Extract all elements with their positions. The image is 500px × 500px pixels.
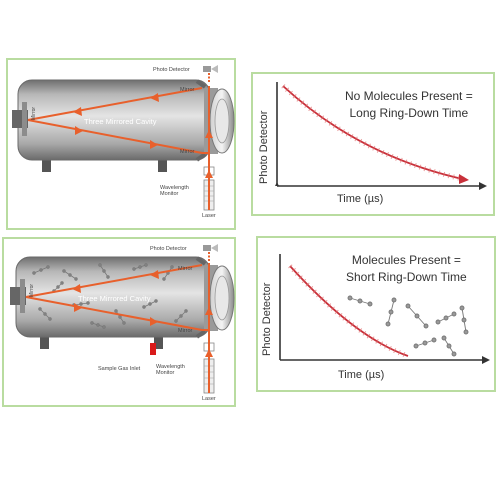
cavity-leg-left <box>42 154 51 172</box>
bottom-graph-title-line2: Short Ring-Down Time <box>346 270 467 285</box>
top-mirror-left-label: Mirror <box>31 106 37 120</box>
bottom-photo-detector-label: Photo Detector <box>150 246 187 252</box>
photo-detector <box>203 66 211 72</box>
laser-beam-path <box>25 251 210 393</box>
cavity-leg-left <box>40 331 49 349</box>
bottom-mirror-top-label: Mirror <box>178 266 193 272</box>
bottom-right-mirror <box>195 329 207 339</box>
cavity-leg-right <box>154 331 163 349</box>
left-mirror <box>20 279 25 313</box>
top-graph-title-line1: No Molecules Present = <box>345 89 473 103</box>
beam-arrowheads <box>73 93 213 178</box>
top-mirror-bottom-label: Mirror <box>180 149 195 155</box>
bottom-graph-xlabel: Time (µs) <box>338 369 385 381</box>
photo-detector <box>203 245 211 251</box>
top-cavity-drawing <box>12 65 235 211</box>
top-mirror-top-label: Mirror <box>180 87 195 93</box>
top-graph-title-line2: Long Ring-Down Time <box>349 106 469 121</box>
top-graph-xlabel: Time (µs) <box>337 193 384 205</box>
bottom-right-mirror <box>195 152 207 162</box>
top-ringdown-plot <box>275 82 487 190</box>
bottom-ringdown-plot <box>279 254 490 364</box>
top-graph-ylabel: Photo Detector <box>258 110 270 184</box>
top-graph-title: No Molecules Present = Long Ring-Down Ti… <box>345 88 473 123</box>
x-axis-arrow <box>479 182 487 190</box>
bottom-mirror-bottom-label: Mirror <box>178 328 193 334</box>
top-right-mirror <box>195 256 207 266</box>
bottom-cavity-label: Three Mirrored Cavity <box>78 294 151 303</box>
top-ringdown-graph-panel: No Molecules Present = Long Ring-Down Ti… <box>251 72 495 216</box>
sample-gas-inlet <box>150 343 156 355</box>
left-mirror <box>22 102 27 136</box>
top-photo-detector-label: Photo Detector <box>153 67 190 73</box>
beam-arrowheads <box>72 270 213 357</box>
bottom-mirror-left-label: Mirror <box>29 283 35 297</box>
top-right-mirror <box>195 79 207 89</box>
bottom-wavelength-monitor-label: Wavelength Monitor <box>156 364 185 376</box>
x-axis-arrow <box>482 356 490 364</box>
bottom-graph-title-line1: Molecules Present = <box>351 253 461 267</box>
bottom-ringdown-graph-panel: Molecules Present = Short Ring-Down Time… <box>256 236 496 392</box>
graph-molecules <box>347 295 469 357</box>
sample-gas-inlet-label: Sample Gas Inlet <box>98 366 141 372</box>
bottom-cavity-panel: Photo Detector Mirror Mirror Mirror Thre… <box>2 237 236 407</box>
bottom-laser-label: Laser <box>202 396 216 402</box>
top-cavity-panel: Photo Detector Mirror Mirror Mirror Thre… <box>6 58 236 230</box>
top-laser-label: Laser <box>202 213 216 219</box>
top-cavity-label: Three Mirrored Cavity <box>84 117 157 126</box>
bottom-cavity-drawing <box>10 244 235 394</box>
long-decay-curve <box>282 85 468 181</box>
cavity-leg-right <box>158 154 167 172</box>
laser-beam-path <box>27 72 210 210</box>
top-wavelength-monitor-label: Wavelength Monitor <box>160 185 189 197</box>
bottom-graph-title: Molecules Present = Short Ring-Down Time <box>346 252 467 287</box>
bottom-graph-ylabel: Photo Detector <box>261 282 273 356</box>
